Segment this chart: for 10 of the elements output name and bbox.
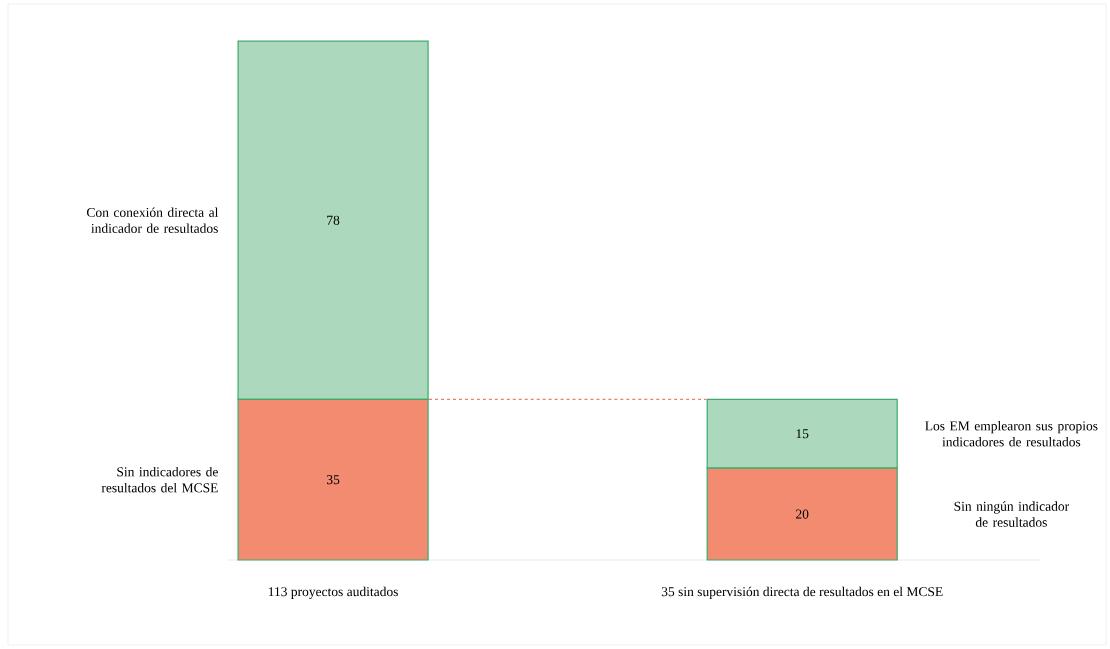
annotation: Los EM emplearon sus propios indicadores de resultados <box>925 420 1098 447</box>
text: Sin indicadores de resultados del MCSE <box>101 466 218 493</box>
x-tick-label: 113 proyectos auditados <box>268 586 398 599</box>
data-label: 15 <box>796 429 809 439</box>
x-tick-label: 35 sin supervisión directa de resultados en el MCSE <box>661 586 943 599</box>
data-label: 20 <box>796 509 809 519</box>
data-label: 35 <box>326 475 340 485</box>
annotation: Sin ningún indicador de resultados <box>954 501 1070 527</box>
data-label: 78 <box>327 215 340 225</box>
text: Con conexión directa al indicador de resultados <box>86 207 219 233</box>
